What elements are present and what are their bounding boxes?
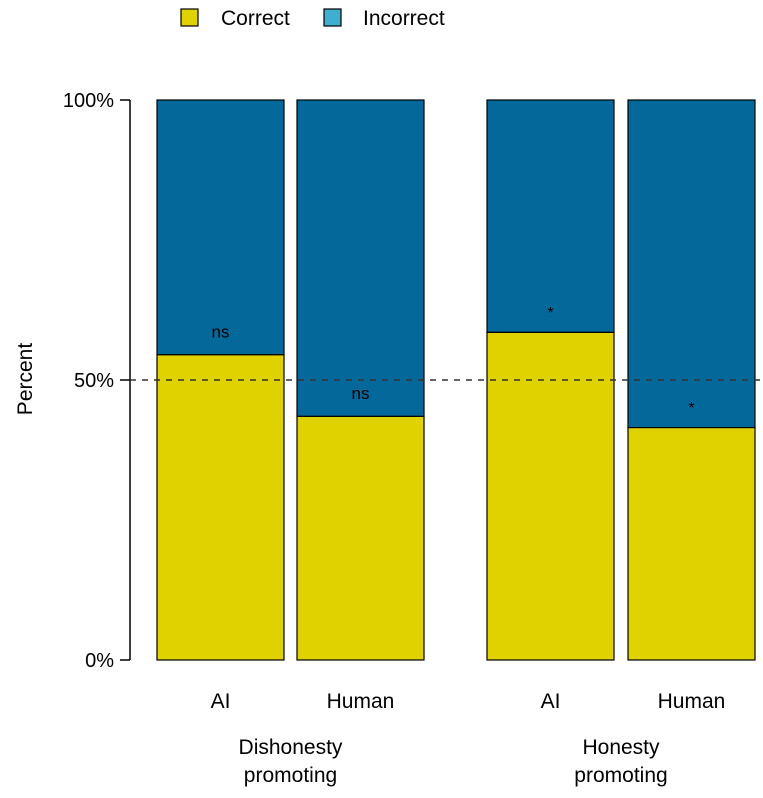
legend-swatch-correct <box>180 8 199 27</box>
bar-incorrect-g0-ai <box>156 99 285 356</box>
x-category-label-g0-human: Human <box>327 690 395 713</box>
annotation-g0-human: ns <box>352 384 370 403</box>
annotations: ns ns * * <box>212 305 695 417</box>
x-axis-labels: AI Human Dishonesty promoting AI Human Honesty… <box>211 690 726 787</box>
annotation-g1-human: * <box>688 400 694 417</box>
group-label-1-line-1: promoting <box>574 764 667 787</box>
y-tick-label-50: 50% <box>74 370 114 392</box>
legend-swatch-incorrect <box>323 8 342 27</box>
y-tick-label-0: 0% <box>85 650 114 672</box>
bar-correct-g1-human <box>627 427 756 661</box>
annotation-g1-ai: * <box>547 305 553 322</box>
bar-correct-g0-ai <box>156 354 285 661</box>
bar-correct-g0-human <box>296 415 425 661</box>
bar-incorrect-g0-human <box>296 99 425 417</box>
y-tick-label-100: 100% <box>63 90 114 112</box>
group-label-0-line-0: Dishonesty <box>239 736 343 759</box>
bar-correct-g1-ai <box>486 331 615 661</box>
bar-incorrect-g1-human <box>627 99 756 429</box>
bar-incorrect-g1-ai <box>486 99 615 333</box>
annotation-g0-ai: ns <box>212 322 230 341</box>
x-category-label-g0-ai: AI <box>211 690 231 713</box>
legend-label-correct: Correct <box>221 7 290 30</box>
legend-label-incorrect: Incorrect <box>363 7 445 30</box>
legend: Correct Incorrect <box>180 7 445 30</box>
x-category-label-g1-ai: AI <box>541 690 561 713</box>
group-label-0-line-1: promoting <box>244 764 337 787</box>
bars <box>156 99 756 661</box>
y-axis: 0% 50% 100% <box>63 90 131 672</box>
x-category-label-g1-human: Human <box>658 690 726 713</box>
group-label-1-line-0: Honesty <box>582 736 660 759</box>
y-axis-label: Percent <box>14 343 37 416</box>
